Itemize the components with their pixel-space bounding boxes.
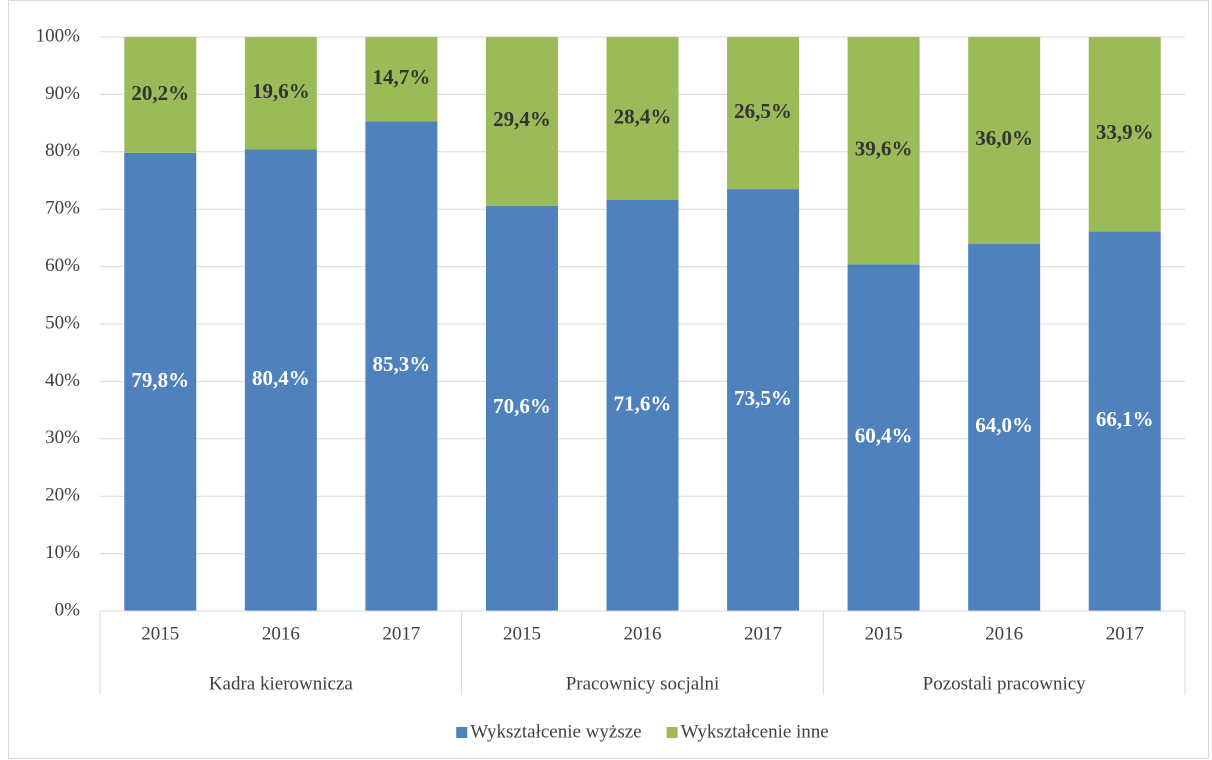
x-tick-label: 2016 [985, 623, 1023, 644]
data-label: 64,0% [975, 413, 1033, 437]
data-label: 70,6% [493, 394, 551, 418]
bar-segment [606, 37, 679, 201]
bar-segment [847, 264, 920, 611]
data-label: 79,8% [131, 368, 189, 392]
bar-segment [1088, 231, 1161, 611]
data-label: 29,4% [493, 107, 551, 131]
y-tick-label: 0% [55, 599, 81, 620]
y-tick-label: 30% [45, 427, 80, 448]
x-tick-label: 2016 [624, 623, 662, 644]
group-label: Pozostali pracownicy [923, 673, 1087, 694]
y-tick-label: 60% [45, 255, 80, 276]
data-label: 26,5% [734, 99, 792, 123]
bar-segment [968, 37, 1041, 244]
chart-border [8, 0, 1209, 759]
bar-segment [727, 37, 800, 190]
bar-segment [365, 37, 438, 122]
bar-segment [244, 149, 317, 611]
data-label: 60,4% [855, 423, 913, 447]
data-label: 19,6% [252, 79, 310, 103]
bar-segment [485, 205, 558, 612]
x-tick-label: 2015 [865, 623, 903, 644]
bar-segment [124, 37, 197, 153]
data-label: 80,4% [252, 366, 310, 390]
bar-segment [968, 243, 1041, 611]
data-label: 28,4% [614, 104, 672, 128]
x-tick-label: 2015 [141, 623, 179, 644]
legend-label: Wykształcenie wyższe [470, 721, 641, 742]
y-tick-label: 40% [45, 370, 80, 391]
bar-segment [485, 37, 558, 206]
data-label: 71,6% [614, 391, 672, 415]
data-label: 39,6% [855, 136, 913, 160]
bar-segment [727, 189, 800, 612]
y-tick-label: 70% [45, 198, 80, 219]
y-tick-label: 50% [45, 312, 80, 333]
data-label: 66,1% [1096, 407, 1154, 431]
data-label: 14,7% [373, 65, 431, 89]
bar-segment [847, 37, 920, 265]
x-tick-label: 2015 [503, 623, 541, 644]
bar-segment [1088, 37, 1161, 232]
data-label: 33,9% [1096, 120, 1154, 144]
y-tick-label: 20% [45, 485, 80, 506]
x-tick-label: 2017 [1106, 623, 1144, 644]
x-tick-label: 2016 [262, 623, 300, 644]
y-tick-label: 10% [45, 542, 80, 563]
group-label: Kadra kierownicza [209, 673, 354, 694]
group-label: Pracownicy socjalni [566, 673, 720, 694]
legend-swatch [666, 727, 678, 738]
x-tick-label: 2017 [382, 623, 420, 644]
y-tick-label: 80% [45, 140, 80, 161]
bar-segment [606, 200, 679, 612]
bar-segment [365, 121, 438, 612]
legend-swatch [456, 727, 468, 738]
data-label: 36,0% [975, 126, 1033, 150]
data-label: 85,3% [373, 352, 431, 376]
y-tick-label: 100% [36, 25, 81, 46]
y-tick-label: 90% [45, 83, 80, 104]
data-label: 20,2% [131, 81, 189, 105]
x-tick-label: 2017 [744, 623, 782, 644]
bar-segment [244, 37, 317, 150]
bar-segment [124, 152, 197, 611]
data-label: 73,5% [734, 386, 792, 410]
legend-label: Wykształcenie inne [681, 721, 829, 742]
